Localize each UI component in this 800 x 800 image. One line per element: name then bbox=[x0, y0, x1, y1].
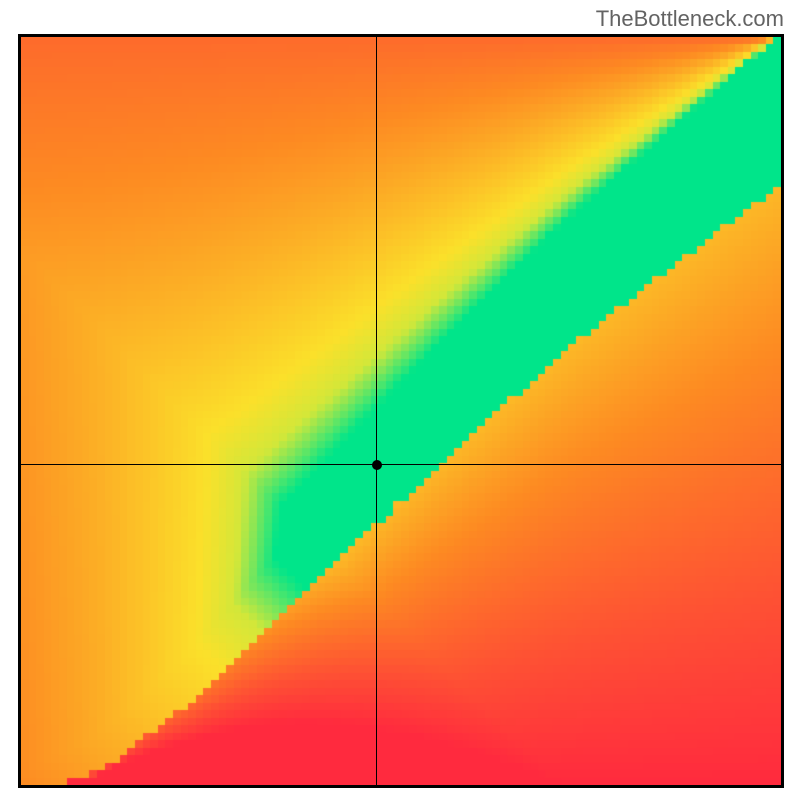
bottleneck-heatmap-chart bbox=[18, 34, 784, 788]
watermark-text: TheBottleneck.com bbox=[596, 6, 784, 32]
heatmap-canvas bbox=[21, 37, 781, 785]
crosshair-vertical bbox=[376, 37, 377, 785]
crosshair-horizontal bbox=[21, 464, 781, 465]
crosshair-dot bbox=[372, 460, 382, 470]
